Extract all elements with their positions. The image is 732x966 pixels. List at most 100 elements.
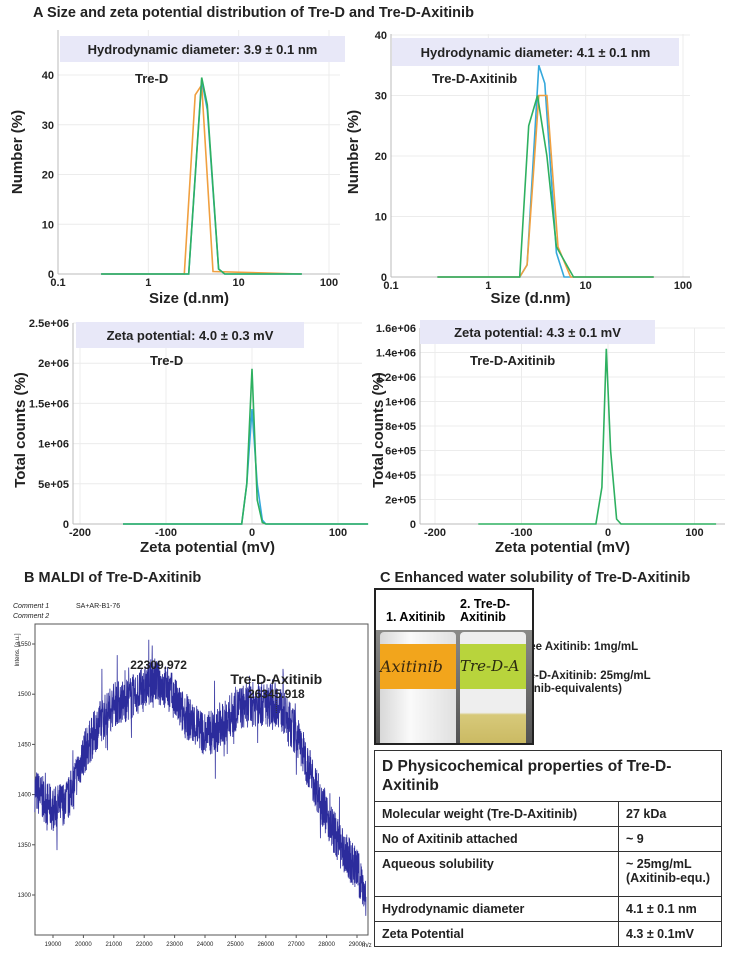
x-axis-label: Size (d.nm): [490, 290, 570, 307]
x-tick-label: 27000: [288, 942, 305, 948]
y-tick-label: 0: [381, 272, 387, 284]
table-row: Hydrodynamic diameter 4.1 ± 0.1 nm: [374, 896, 722, 922]
solubility-note-1: 1. Free Axitinib: 1mg/mL: [505, 641, 638, 653]
banner-text: Zeta potential: 4.0 ± 0.3 mV: [107, 328, 274, 343]
y-tick-label: 2.5e+06: [29, 318, 69, 330]
y-tick-label: 1.4e+06: [376, 348, 416, 360]
maldi-spectrum: [34, 639, 367, 916]
y-tick-label: 1e+06: [385, 397, 416, 409]
series-line-orange: [101, 82, 302, 275]
value-cell: ~ 25mg/mL (Axitinib-equ.): [618, 851, 722, 897]
vial1-label: Axitinib: [380, 644, 456, 689]
peak-label-1: 22309.972: [130, 658, 187, 672]
sample-label: Tre-D: [150, 353, 183, 368]
series-line-blue: [101, 79, 302, 275]
table-row: Molecular weight (Tre-D-Axitinib) 27 kDa: [374, 801, 722, 827]
banner-text: Zeta potential: 4.3 ± 0.1 mV: [454, 325, 621, 340]
banner-box: [60, 36, 345, 62]
y-tick-label: 40: [42, 70, 54, 82]
x-tick-label: 100: [329, 527, 347, 539]
y-tick-label: 1.2e+06: [376, 372, 416, 384]
x-tick-label: 100: [674, 280, 692, 292]
value-cell: 4.1 ± 0.1 nm: [618, 896, 722, 922]
y-tick-label: 1.6e+06: [376, 323, 416, 335]
y-axis-label: Total counts (%): [12, 372, 29, 488]
series-line-blue: [123, 408, 369, 525]
table-title: D Physicochemical properties of Tre-D-Ax…: [374, 750, 722, 802]
maldi-y-label: Intens. [a.u.]: [15, 633, 21, 666]
y-tick-label: 2e+06: [38, 358, 69, 370]
y-tick-label: 4e+05: [385, 470, 416, 482]
x-tick-label: 28000: [318, 942, 335, 948]
panel-a-title: A Size and zeta potential distribution o…: [33, 5, 474, 21]
x-tick-label: 0.1: [383, 280, 398, 292]
x-tick-label: 10: [233, 277, 245, 289]
series-line-green: [101, 77, 302, 275]
vials-photo: 1. Axitinib 2. Tre-D- Axitinib Axitinib T…: [374, 588, 534, 745]
y-tick-label: 1450: [18, 742, 32, 748]
x-tick-label: 100: [685, 527, 703, 539]
comment-2: Comment 2: [13, 613, 49, 620]
vial-axitinib: Axitinib: [380, 632, 456, 743]
x-axis-label: Zeta potential (mV): [140, 539, 275, 556]
x-tick-label: 29000: [349, 942, 366, 948]
sample-id: SA+AR-B1-76: [76, 603, 120, 610]
y-tick-label: 20: [375, 151, 387, 163]
y-axis-label: Total counts (%): [370, 372, 387, 488]
series-line-blue: [437, 65, 654, 278]
x-tick-label: -100: [510, 527, 532, 539]
series-line-green: [123, 368, 369, 525]
sample-label: Tre-D-Axitinib: [432, 71, 517, 86]
y-tick-label: 8e+05: [385, 421, 416, 433]
panel-b-title: B MALDI of Tre-D-Axitinib: [24, 570, 201, 586]
panel-c-title: C Enhanced water solubility of Tre-D-Axi…: [380, 570, 690, 586]
y-tick-label: 6e+05: [385, 446, 416, 458]
value-cell: 4.3 ± 0.1mV: [618, 921, 722, 947]
property-cell: Aqueous solubility: [374, 851, 619, 897]
table-row: No of Axitinib attached ~ 9: [374, 826, 722, 852]
x-tick-label: 0.1: [50, 277, 65, 289]
y-axis-label: Number (%): [9, 110, 26, 194]
banner-box: [420, 320, 655, 344]
x-tick-label: -200: [69, 527, 91, 539]
y-tick-label: 40: [375, 30, 387, 42]
y-tick-label: 30: [42, 120, 54, 132]
x-axis-label: Size (d.nm): [149, 290, 229, 307]
value-cell: ~ 9: [618, 826, 722, 852]
x-tick-label: 0: [605, 527, 611, 539]
properties-table: D Physicochemical properties of Tre-D-Ax…: [374, 750, 722, 947]
property-cell: Molecular weight (Tre-D-Axitinib): [374, 801, 619, 827]
y-tick-label: 30: [375, 91, 387, 103]
x-tick-label: 19000: [45, 942, 62, 948]
series-line-orange: [437, 94, 654, 278]
y-tick-label: 1.5e+06: [29, 398, 69, 410]
y-tick-label: 10: [42, 219, 54, 231]
x-tick-label: 23000: [166, 942, 183, 948]
x-tick-label: 24000: [197, 942, 214, 948]
vial2-caption: 2. Tre-D- Axitinib: [460, 598, 510, 624]
y-tick-label: 1550: [18, 642, 32, 648]
x-tick-label: 26000: [257, 942, 274, 948]
x-tick-label: 100: [320, 277, 338, 289]
series-line-green: [437, 95, 654, 278]
x-tick-label: 21000: [105, 942, 122, 948]
x-tick-label: 25000: [227, 942, 244, 948]
value-cell: 27 kDa: [618, 801, 722, 827]
y-tick-label: 0: [63, 519, 69, 531]
vial2-caption-line1: 2. Tre-D-: [460, 597, 511, 611]
property-cell: Zeta Potential: [374, 921, 619, 947]
sample-label: Tre-D: [135, 71, 168, 86]
sample-label: Tre-D-Axitinib: [470, 353, 555, 368]
x-tick-label: 0: [249, 527, 255, 539]
x-tick-label: 22000: [136, 942, 153, 948]
vial-tre-d-axitinib: Tre-D-A: [460, 632, 526, 743]
x-tick-label: 10: [580, 280, 592, 292]
solubility-note-2-sub: (Axitinib-equivalents): [505, 683, 622, 695]
banner-box: [76, 322, 304, 348]
banner-text: Hydrodynamic diameter: 4.1 ± 0.1 nm: [421, 45, 651, 60]
y-tick-label: 10: [375, 212, 387, 224]
comment-1: Comment 1: [13, 603, 49, 610]
peak-name-label: Tre-D-Axitinib: [230, 671, 322, 687]
x-tick-label: -200: [424, 527, 446, 539]
series-line-green: [478, 348, 717, 525]
